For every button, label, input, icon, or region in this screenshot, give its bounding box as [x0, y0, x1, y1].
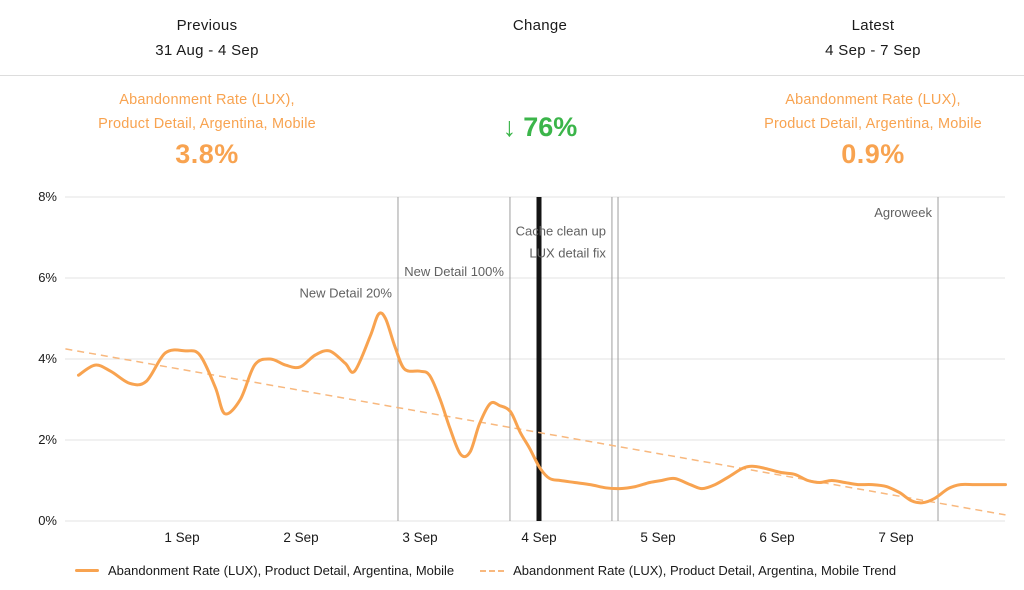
trend-line: [65, 348, 1006, 516]
latest-date-range: 4 Sep - 7 Sep: [825, 42, 921, 59]
metric-latest-value: 0.9%: [841, 139, 905, 169]
x-tick-label: 2 Sep: [283, 530, 318, 545]
annotation-label: LUX detail fix: [529, 245, 606, 260]
annotation-label: Agroweek: [874, 205, 932, 220]
y-tick-label: 4%: [38, 351, 57, 366]
metric-latest-name-line2: Product Detail, Argentina, Mobile: [764, 116, 982, 132]
y-tick-label: 8%: [38, 189, 57, 204]
y-tick-label: 2%: [38, 432, 57, 447]
x-tick-label: 4 Sep: [521, 530, 556, 545]
x-tick-label: 5 Sep: [640, 530, 675, 545]
dashed-line-swatch-icon: [480, 569, 505, 572]
previous-date-range: 31 Aug - 4 Sep: [155, 42, 259, 59]
legend-item-trend: Abandonment Rate (LUX), Product Detail, …: [480, 563, 896, 578]
chart-area: 8% 6% 4% 2% 0% 1 Sep 2 Sep 3 Sep 4 Sep 5 Sep 6 Sep…: [0, 188, 1024, 560]
metric-previous-name-line2: Product Detail, Argentina, Mobile: [98, 116, 316, 132]
metric-previous-name-line1: Abandonment Rate (LUX),: [119, 92, 295, 108]
solid-line-swatch-icon: [75, 569, 99, 572]
metric-previous-value: 3.8%: [175, 139, 239, 169]
latest-title: Latest: [851, 17, 895, 34]
metric-change: ↓ 76%: [440, 112, 640, 143]
x-tick-label: 7 Sep: [878, 530, 913, 545]
annotation-label: New Detail 100%: [404, 264, 504, 279]
header-latest: Latest 4 Sep - 7 Sep: [723, 17, 1023, 59]
arrow-down-icon: ↓: [502, 112, 517, 142]
metric-change-value: 76%: [523, 112, 578, 142]
legend-item-series: Abandonment Rate (LUX), Product Detail, …: [75, 563, 454, 578]
header-change: Change: [440, 17, 640, 42]
chart-legend: Abandonment Rate (LUX), Product Detail, …: [75, 563, 896, 578]
change-title: Change: [512, 17, 568, 34]
header-divider: [0, 75, 1024, 76]
metric-previous: Abandonment Rate (LUX), Product Detail, …: [57, 88, 357, 170]
x-tick-label: 3 Sep: [402, 530, 437, 545]
x-tick-label: 1 Sep: [164, 530, 199, 545]
header-previous: Previous 31 Aug - 4 Sep: [57, 17, 357, 59]
series-line: [77, 311, 1007, 505]
y-tick-label: 0%: [38, 513, 57, 528]
legend-series-label: Abandonment Rate (LUX), Product Detail, …: [108, 563, 455, 578]
chart-svg: 8% 6% 4% 2% 0% 1 Sep 2 Sep 3 Sep 4 Sep 5 Sep 6 Sep…: [38, 189, 1007, 545]
annotation-label: Cache clean up: [516, 223, 606, 238]
metric-latest-name-line1: Abandonment Rate (LUX),: [785, 92, 961, 108]
previous-title: Previous: [176, 17, 238, 34]
x-tick-label: 6 Sep: [759, 530, 794, 545]
annotation-label: New Detail 20%: [299, 285, 392, 300]
metric-latest: Abandonment Rate (LUX), Product Detail, …: [723, 88, 1023, 170]
legend-trend-label: Abandonment Rate (LUX), Product Detail, …: [513, 563, 897, 578]
y-tick-label: 6%: [38, 270, 57, 285]
